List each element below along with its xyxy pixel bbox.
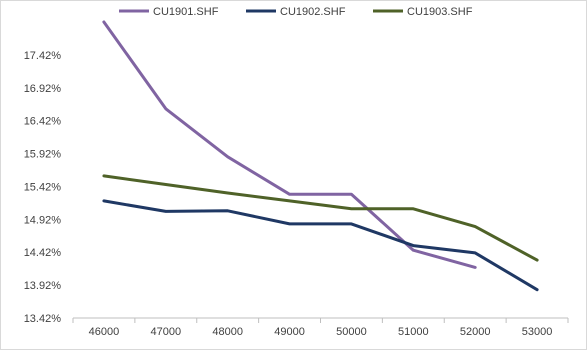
y-tick-label: 13.42%: [24, 313, 62, 325]
legend-label: CU1902.SHF: [280, 6, 346, 18]
y-tick-label: 17.42%: [24, 50, 62, 62]
series-line-cu1901-shf: [102, 20, 477, 269]
x-tick-label: 50000: [336, 326, 367, 338]
x-tick-label: 52000: [460, 326, 491, 338]
x-tick-label: 48000: [212, 326, 243, 338]
series-line-cu1903-shf: [102, 174, 539, 262]
x-tick-label: 53000: [522, 326, 553, 338]
x-tick-label: 47000: [151, 326, 182, 338]
x-tick-label: 51000: [398, 326, 429, 338]
y-tick-label: 15.42%: [24, 181, 62, 193]
y-tick-label: 15.92%: [24, 149, 62, 161]
y-tick-label: 14.42%: [24, 247, 62, 259]
series-line-cu1902-shf: [102, 199, 539, 292]
y-tick-label: 13.92%: [24, 280, 62, 292]
legend: CU1901.SHF CU1902.SHF CU1903.SHF: [119, 6, 473, 18]
y-tick-label: 14.92%: [24, 214, 62, 226]
y-tick-label: 16.92%: [24, 83, 62, 95]
legend-label: CU1901.SHF: [153, 6, 219, 18]
axes: 46000 47000 48000 49000 50000 51000 52000 53000…: [24, 50, 569, 338]
legend-label: CU1903.SHF: [407, 6, 473, 18]
x-tick-label: 46000: [89, 326, 120, 338]
x-tick-label: 49000: [274, 326, 305, 338]
series-lines: [102, 20, 539, 292]
y-tick-label: 16.42%: [24, 116, 62, 128]
